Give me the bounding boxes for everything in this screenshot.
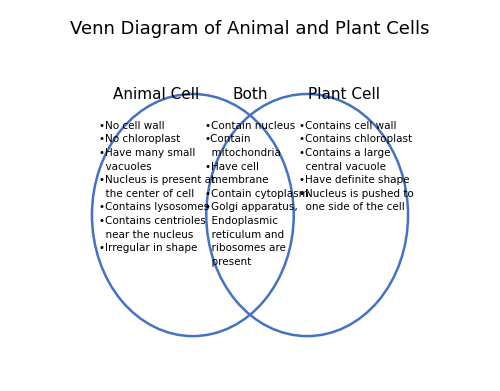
Text: •Contains cell wall
•Contains chloroplast
•Contains a large
  central vacuole
•H: •Contains cell wall •Contains chloroplas… bbox=[299, 121, 414, 212]
Text: Plant Cell: Plant Cell bbox=[308, 87, 380, 102]
Text: •No cell wall
•No chloroplast
•Have many small
  vacuoles
•Nucleus is present at: •No cell wall •No chloroplast •Have many… bbox=[98, 121, 215, 253]
Text: •Contain nucleus
•Contain
  mitochondria
•Have cell
  membrane
•Contain cytoplas: •Contain nucleus •Contain mitochondria •… bbox=[204, 121, 308, 267]
Text: Both: Both bbox=[232, 87, 268, 102]
Text: Venn Diagram of Animal and Plant Cells: Venn Diagram of Animal and Plant Cells bbox=[70, 20, 430, 38]
Text: Animal Cell: Animal Cell bbox=[112, 87, 199, 102]
